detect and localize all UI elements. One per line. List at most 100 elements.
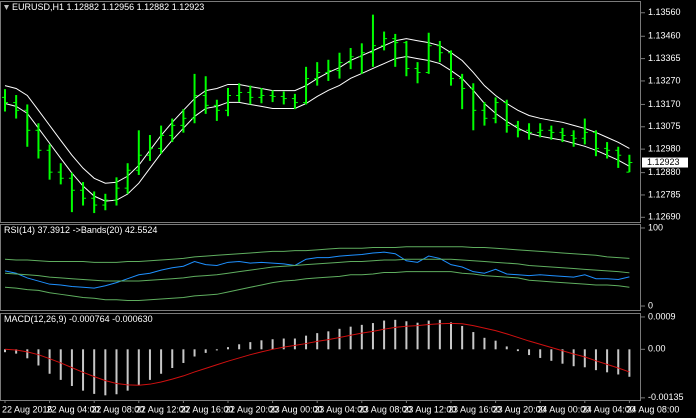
x-tick-label: 22 Aug 2016: [2, 404, 53, 414]
x-tick-label: 23 Aug 12:00: [403, 404, 456, 414]
macd-histogram-bar: [59, 349, 62, 380]
macd-histogram-bar: [182, 349, 185, 363]
macd-histogram-bar: [516, 349, 519, 352]
rsi-name: RSI(14): [4, 225, 35, 235]
x-tick-label: 23 Aug 04:00: [314, 404, 367, 414]
last-low: 1.12882: [137, 2, 170, 12]
macd-histogram-bar: [483, 337, 486, 350]
y-tick-label: 1.12785: [648, 189, 681, 199]
macd-histogram-bar: [115, 349, 118, 395]
indicator-line: [4, 271, 630, 302]
y-tick-label: 1.13270: [648, 75, 681, 85]
bands-name: ->Bands(20): [73, 225, 123, 235]
x-tick-label: 23 Aug 08:00: [359, 404, 412, 414]
macd-histogram-bar: [148, 349, 151, 380]
y-tick-label: 100: [648, 222, 663, 232]
x-tick-label: 22 Aug 08:00: [91, 404, 144, 414]
macd-histogram-bar: [126, 349, 129, 391]
macd-histogram-bar: [594, 349, 597, 371]
price-pane-frame: [0, 1, 641, 223]
x-tick-label: 22 Aug 16:00: [180, 404, 233, 414]
x-tick-label: 22 Aug 12:00: [136, 404, 189, 414]
x-tick-label: 22 Aug 20:00: [225, 404, 278, 414]
macd-histogram-bar: [528, 349, 531, 356]
macd-histogram-bar: [48, 349, 51, 374]
macd-histogram-bar: [305, 335, 308, 350]
macd-histogram-bar: [4, 349, 6, 353]
macd-histogram-bar: [104, 349, 107, 396]
macd-histogram-bar: [327, 331, 330, 350]
macd-histogram-bar: [204, 349, 207, 353]
last-close: 1.12923: [172, 2, 205, 12]
y-tick-label: 0.0009: [648, 311, 676, 321]
macd-histogram-bar: [628, 349, 631, 377]
indicator-line: [4, 258, 630, 282]
y-tick-label: 1.12980: [648, 143, 681, 153]
bands-last: 42.5524: [125, 225, 158, 235]
plot-area: [2, 14, 633, 396]
y-tick-label: 1.13460: [648, 31, 681, 41]
macd-histogram-bar: [494, 340, 497, 350]
macd-histogram-bar: [416, 322, 419, 350]
macd-histogram-bar: [227, 347, 229, 350]
macd-histogram-bar: [450, 322, 452, 350]
indicator-line: [4, 246, 630, 263]
macd-histogram-bar: [561, 349, 564, 364]
symbol-icon: [4, 5, 9, 10]
macd-histogram-bar: [606, 349, 609, 373]
rsi-last: 37.3912: [38, 225, 71, 235]
y-tick-label: -0.00135: [648, 392, 684, 402]
y-tick-label: 1.13075: [648, 121, 681, 131]
indicator-line: [4, 55, 630, 202]
macd-histogram-bar: [405, 321, 408, 350]
y-tick-label: 0.00: [648, 344, 666, 354]
y-tick-label: 1.13170: [648, 99, 681, 109]
macd-histogram-bar: [15, 349, 18, 354]
macd-histogram-bar: [215, 349, 218, 351]
y-tick-label: 1.13560: [648, 7, 681, 17]
macd-histogram-bar: [282, 338, 285, 350]
macd-histogram-bar: [572, 349, 575, 367]
macd-histogram-bar: [349, 326, 352, 350]
macd-last: -0.000764: [69, 314, 110, 324]
macd-histogram-bar: [394, 319, 397, 350]
y-tick-label: 0: [648, 300, 653, 310]
rsi-pane-frame: [0, 224, 641, 311]
macd-histogram-bar: [617, 349, 620, 375]
macd-histogram-bar: [271, 339, 274, 350]
macd-histogram-bar: [472, 332, 475, 350]
macd-histogram-bar: [137, 349, 140, 386]
indicator-line: [4, 251, 630, 289]
x-tick-label: 24 Aug 08:00: [626, 404, 679, 414]
macd-histogram-bar: [461, 325, 464, 350]
macd-histogram-bar: [539, 349, 542, 358]
x-tick-label: 23 Aug 00:00: [270, 404, 323, 414]
macd-histogram-bar: [260, 340, 263, 350]
macd-histogram-bar: [550, 349, 553, 361]
macd-histogram-bar: [82, 349, 85, 391]
macd-histogram-bar: [37, 349, 40, 366]
signal-last: -0.000630: [112, 314, 153, 324]
macd-histogram-bar: [171, 349, 174, 369]
last-open: 1.12882: [67, 2, 100, 12]
last-high: 1.12956: [102, 2, 135, 12]
x-tick-label: 24 Aug 04:00: [582, 404, 635, 414]
macd-histogram-bar: [249, 342, 252, 350]
x-tick-label: 24 Aug 00:00: [537, 404, 590, 414]
macd-histogram-bar: [427, 320, 430, 350]
macd-header: MACD(12,26,9) -0.000764 -0.000630: [4, 314, 153, 324]
y-tick-label: 1.13365: [648, 53, 681, 63]
macd-histogram-bar: [193, 349, 196, 357]
macd-histogram-bar: [160, 349, 163, 374]
x-tick-label: 22 Aug 04:00: [47, 404, 100, 414]
macd-histogram-bar: [26, 349, 29, 359]
macd-histogram-bar: [438, 319, 441, 350]
symbol-title: EURUSD,H1: [12, 2, 64, 12]
macd-histogram-bar: [505, 346, 508, 350]
macd-histogram-bar: [583, 349, 586, 368]
macd-name: MACD(12,26,9): [4, 314, 67, 324]
macd-histogram-bar: [293, 338, 296, 350]
macd-histogram-bar: [93, 349, 96, 394]
